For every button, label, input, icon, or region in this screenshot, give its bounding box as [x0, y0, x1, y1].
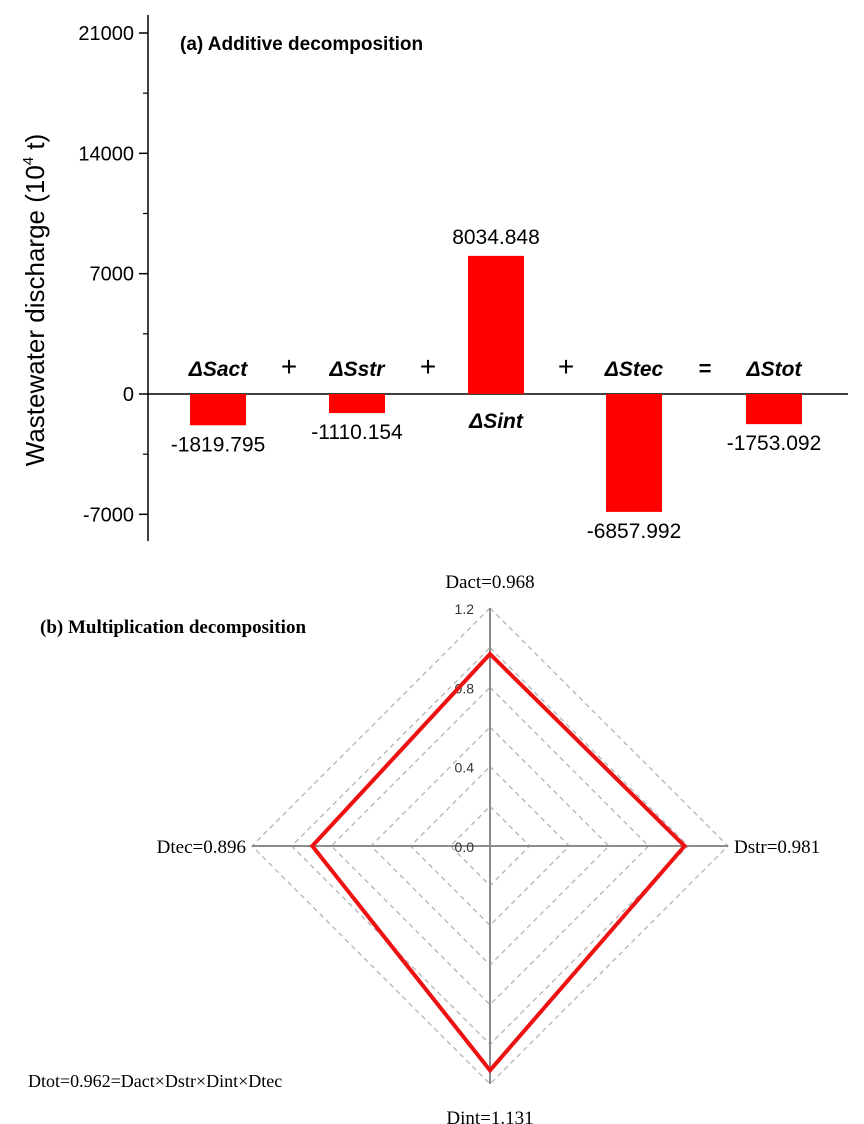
value-label: -1110.154 — [311, 421, 403, 444]
bars: -1819.795 -1110.154 8034.848 -6857.992 -1753… — [171, 226, 822, 543]
value-label: -6857.992 — [587, 520, 682, 543]
category-labels: ΔSact ΔSstr ΔSint ΔStec ΔStot — [188, 358, 803, 433]
plus-operator: + — [281, 351, 297, 382]
radar-tick-labels: 0.00.40.81.2 — [455, 601, 475, 855]
bar — [468, 255, 524, 394]
radar-axis-label: Dact=0.968 — [445, 572, 534, 593]
radar-axis-label: Dtec=0.896 — [157, 837, 246, 858]
radar-series-line — [309, 651, 688, 1074]
formula-text: Dtot=0.962=Dact×Dstr×Dint×Dtec — [28, 1071, 282, 1091]
category-label: ΔStot — [746, 358, 803, 381]
value-label: -1753.092 — [727, 432, 822, 455]
bar — [329, 394, 385, 414]
category-label: ΔSint — [468, 410, 524, 433]
radar-tick-label: 0.4 — [455, 760, 475, 776]
radar-grid-ring — [330, 686, 650, 1006]
plus-operator: + — [420, 351, 436, 382]
radar-grid — [251, 607, 729, 1085]
multiplicative-decomposition-radar: (b) Multiplication decomposition 0.00.40… — [28, 572, 820, 1124]
radar-axis-label: Dstr=0.981 — [734, 837, 820, 858]
y-tick-label: 7000 — [90, 264, 135, 286]
y-tick-label: -7000 — [83, 504, 134, 526]
y-axis-label: Wastewater discharge (104 t) — [20, 134, 50, 467]
y-tick-label: 14000 — [78, 143, 134, 165]
equals-operator: = — [699, 356, 712, 381]
category-label: ΔSstr — [329, 358, 387, 381]
operators: + + + = — [281, 351, 712, 382]
category-label: ΔSact — [188, 358, 248, 381]
radar-axis-label: Dint=1.131 — [446, 1108, 533, 1124]
value-label: -1819.795 — [171, 433, 266, 456]
radar-tick-label: 0.0 — [455, 839, 475, 855]
bar — [746, 394, 802, 425]
bar — [606, 394, 662, 512]
radar-series — [309, 651, 688, 1074]
chart-a-title: (a) Additive decomposition — [180, 34, 423, 55]
plus-operator: + — [558, 351, 574, 382]
additive-decomposition-chart: (a) Additive decomposition Wastewater di… — [20, 15, 848, 543]
y-tick-label: 21000 — [78, 23, 134, 45]
bar — [190, 394, 246, 426]
radar-axis-labels: Dact=0.968 Dstr=0.981 Dint=1.131 Dtec=0.896 — [157, 572, 821, 1124]
y-tick-label: 0 — [123, 384, 134, 406]
y-axis: -7000 0 7000 14000 21000 — [78, 15, 848, 541]
category-label: ΔStec — [604, 358, 664, 381]
value-label: 8034.848 — [452, 226, 540, 249]
chart-b-title: (b) Multiplication decomposition — [40, 617, 306, 638]
radar-grid-ring — [409, 765, 571, 927]
radar-tick-label: 1.2 — [455, 601, 475, 617]
